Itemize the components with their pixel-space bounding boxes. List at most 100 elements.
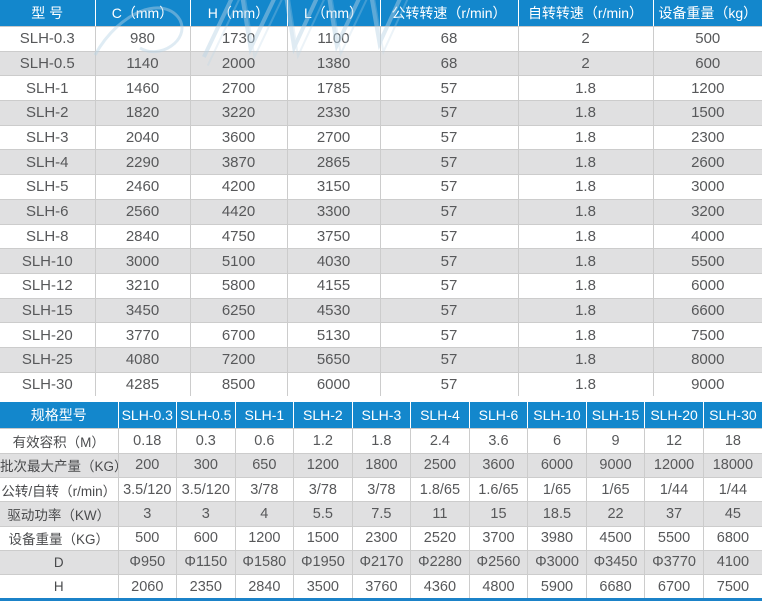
value-cell: 4000	[652, 223, 762, 250]
value-cell: 9000	[652, 371, 762, 397]
column-header: H（mm）	[190, 0, 288, 27]
value-cell: Φ1150	[176, 549, 236, 576]
value-cell: 6600	[652, 297, 762, 324]
value-cell: 6000	[652, 272, 762, 299]
table-gap	[0, 396, 762, 403]
value-cell: 37	[644, 501, 704, 527]
value-cell: 4100	[702, 549, 762, 576]
column-header: 自转转速（r/min）	[518, 0, 654, 27]
table-row: 公转/自转（r/min） 3.5/120 3.5/120 3/78 3/78 3/78 1.…	[0, 476, 762, 503]
table-row: SLH-0.5 1140 2000 1380 68 2 600	[0, 50, 762, 77]
value-cell: 4155	[286, 272, 381, 299]
value-cell: 3/78	[234, 476, 295, 503]
value-cell: 45	[702, 501, 762, 527]
model-name: SLH-0.3	[0, 26, 96, 52]
value-cell: 3600	[189, 124, 288, 151]
value-cell: 3.6	[468, 428, 529, 454]
row-header: H	[0, 574, 119, 599]
value-cell: 3.5/120	[176, 476, 236, 503]
value-cell: 2	[517, 50, 654, 77]
value-cell: 7.5	[351, 501, 412, 527]
model-name: SLH-10	[0, 248, 96, 274]
value-cell: 3980	[527, 525, 587, 551]
column-header: SLH-20	[644, 402, 704, 430]
value-cell: 8500	[189, 371, 288, 397]
value-cell: 1.8/65	[410, 476, 470, 503]
value-cell: 57	[379, 149, 519, 176]
value-cell: 6	[527, 428, 587, 454]
value-cell: Φ1580	[234, 549, 295, 576]
model-name: SLH-8	[0, 223, 96, 250]
value-cell: 650	[234, 452, 295, 478]
column-header: 公转转速（r/min）	[380, 0, 519, 27]
column-header: SLH-0.5	[176, 402, 236, 430]
row-header: 设备重量（KG）	[0, 525, 119, 551]
value-cell: 1.8	[517, 322, 654, 348]
value-cell: 2840	[234, 574, 295, 599]
value-cell: 18.5	[527, 501, 587, 527]
value-cell: 3150	[286, 174, 381, 200]
value-cell: 57	[379, 75, 519, 102]
value-cell: 600	[176, 525, 236, 551]
value-cell: 0.6	[234, 428, 295, 454]
value-cell: 3/78	[351, 476, 412, 503]
dimensions-table: 型 号 C（mm） H（mm） L（mm） 公转转速（r/min） 自转转速（r/min）…	[0, 0, 762, 397]
value-cell: 6000	[527, 452, 587, 478]
value-cell: 1100	[286, 26, 381, 52]
dimensions-table-body: SLH-0.3 980 1730 1100 68 2 500 SLH-0.5 1140 2000 1…	[0, 26, 762, 397]
value-cell: 0.3	[176, 428, 236, 454]
value-cell: 1.8	[517, 248, 654, 274]
value-cell: 9	[585, 428, 646, 454]
value-cell: 1.8	[517, 371, 654, 397]
column-header: SLH-1	[235, 402, 295, 430]
value-cell: 6800	[702, 525, 762, 551]
table-row: SLH-2 1820 3220 2330 57 1.8 1500	[0, 100, 762, 126]
value-cell: 3500	[293, 574, 353, 599]
value-cell: 1500	[652, 100, 762, 126]
value-cell: 57	[379, 371, 519, 397]
value-cell: 6250	[189, 297, 288, 324]
value-cell: 5100	[189, 248, 288, 274]
table-row: H 2060 2350 2840 3500 3760 4360 4800 5900 6680 670…	[0, 574, 762, 599]
value-cell: 1.8	[517, 346, 654, 373]
value-cell: Φ3000	[527, 549, 587, 576]
value-cell: 15	[468, 501, 529, 527]
value-cell: 0.18	[117, 428, 178, 454]
column-header: SLH-3	[352, 402, 412, 430]
row-header: 有效容积（M）	[0, 428, 119, 454]
value-cell: 1.8	[517, 223, 654, 250]
column-header: C（mm）	[95, 0, 191, 27]
bottom-divider	[0, 598, 762, 602]
value-cell: Φ3450	[585, 549, 646, 576]
value-cell: 57	[379, 100, 519, 126]
column-header: SLH-10	[527, 402, 587, 430]
value-cell: 12000	[644, 452, 704, 478]
value-cell: 4030	[286, 248, 381, 274]
table-row: SLH-1 1460 2700 1785 57 1.8 1200	[0, 75, 762, 102]
value-cell: 1460	[94, 75, 191, 102]
model-name: SLH-20	[0, 322, 96, 348]
value-cell: 3200	[652, 198, 762, 225]
value-cell: 3	[176, 501, 236, 527]
dimensions-table-header: 型 号 C（mm） H（mm） L（mm） 公转转速（r/min） 自转转速（r/min）…	[0, 0, 762, 27]
value-cell: 2600	[652, 149, 762, 176]
value-cell: 2	[517, 26, 654, 52]
model-name: SLH-3	[0, 124, 96, 151]
value-cell: 1/65	[585, 476, 646, 503]
model-name: SLH-4	[0, 149, 96, 176]
value-cell: 2300	[652, 124, 762, 151]
column-header: SLH-0.3	[118, 402, 178, 430]
value-cell: 1820	[94, 100, 191, 126]
column-header: SLH-2	[293, 402, 353, 430]
value-cell: 6700	[644, 574, 704, 599]
model-name: SLH-1	[0, 75, 96, 102]
value-cell: 7500	[652, 322, 762, 348]
value-cell: 4420	[189, 198, 288, 225]
table-row: 设备重量（KG） 500 600 1200 1500 2300 2520 3700 3980 45…	[0, 525, 762, 551]
value-cell: 200	[117, 452, 178, 478]
value-cell: 4500	[585, 525, 646, 551]
table-row: SLH-25 4080 7200 5650 57 1.8 8000	[0, 346, 762, 373]
value-cell: 1/44	[702, 476, 762, 503]
value-cell: 3450	[94, 297, 191, 324]
